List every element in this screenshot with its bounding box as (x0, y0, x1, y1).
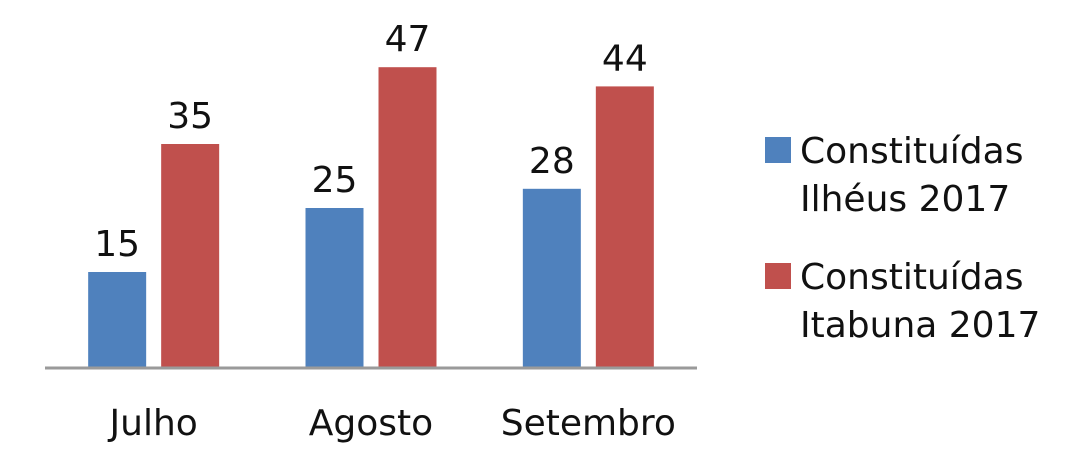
data-label-setembro-series-2: 44 (602, 38, 648, 79)
bar-julho-series-1 (88, 272, 147, 368)
legend-label-ilheus: Constituídas Ilhéus 2017 (800, 131, 1024, 220)
data-label-julho-series-2: 35 (167, 96, 213, 137)
data-label-agosto-series-1: 25 (312, 160, 358, 201)
bar-agosto-series-1 (305, 208, 364, 368)
bar-setembro-series-1 (522, 188, 581, 368)
data-label-setembro-series-1: 28 (529, 141, 575, 182)
x-tick-label-julho: Julho (108, 403, 198, 444)
x-tick-label-setembro: Setembro (501, 403, 676, 444)
bar-julho-series-2 (161, 144, 220, 368)
legend-item-ilheus: Constituídas Ilhéus 2017 (765, 128, 1060, 224)
legend-label-itabuna: Constituídas Itabuna 2017 (800, 257, 1041, 346)
legend-swatch-ilheus (765, 137, 791, 163)
x-tick-label-agosto: Agosto (309, 403, 433, 444)
chart-legend: Constituídas Ilhéus 2017 Constituídas It… (765, 128, 1060, 380)
bar-agosto-series-2 (378, 67, 437, 368)
bar-setembro-series-2 (595, 86, 654, 369)
data-label-julho-series-1: 15 (94, 224, 140, 265)
data-label-agosto-series-2: 47 (385, 19, 431, 60)
legend-item-itabuna: Constituídas Itabuna 2017 (765, 254, 1060, 350)
legend-swatch-itabuna (765, 263, 791, 289)
